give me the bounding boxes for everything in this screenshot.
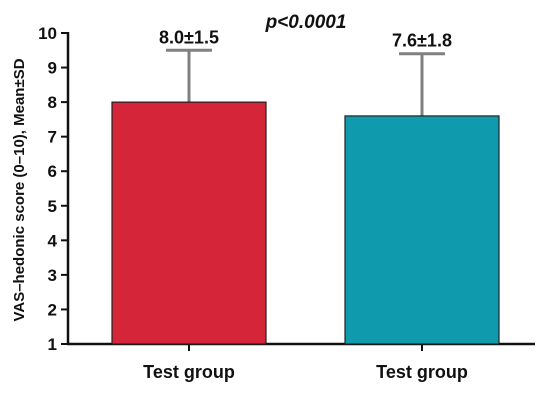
data-labels: 8.0±1.5 7.6±1.8 — [159, 27, 452, 50]
y-tick-label: 10 — [38, 24, 57, 43]
y-tick-label: 1 — [48, 335, 57, 354]
y-tick-label: 2 — [48, 300, 57, 319]
y-tick-label: 8 — [48, 93, 57, 112]
error-bars — [166, 48, 445, 116]
category-label: Test group — [376, 362, 468, 382]
bar — [111, 101, 267, 345]
y-tick-label: 3 — [48, 266, 57, 285]
y-tick-label: 5 — [48, 197, 57, 216]
y-tick-label: 9 — [48, 59, 57, 78]
y-tick-label: 6 — [48, 162, 57, 181]
data-label: 7.6±1.8 — [392, 31, 452, 51]
y-tick-label: 4 — [48, 231, 58, 250]
data-label: 8.0±1.5 — [159, 27, 219, 47]
bars — [111, 101, 500, 345]
y-tick-label: 7 — [48, 128, 57, 147]
y-axis-label: VAS–hedonic score (0–10), Mean±SD — [11, 58, 28, 321]
y-axis: 1 2 3 4 5 6 7 8 9 10 — [38, 24, 70, 354]
category-label: Test group — [143, 362, 235, 382]
p-value-annotation: p<0.0001 — [265, 12, 347, 33]
x-axis: Test group Test group — [67, 342, 535, 382]
bar — [344, 115, 500, 345]
